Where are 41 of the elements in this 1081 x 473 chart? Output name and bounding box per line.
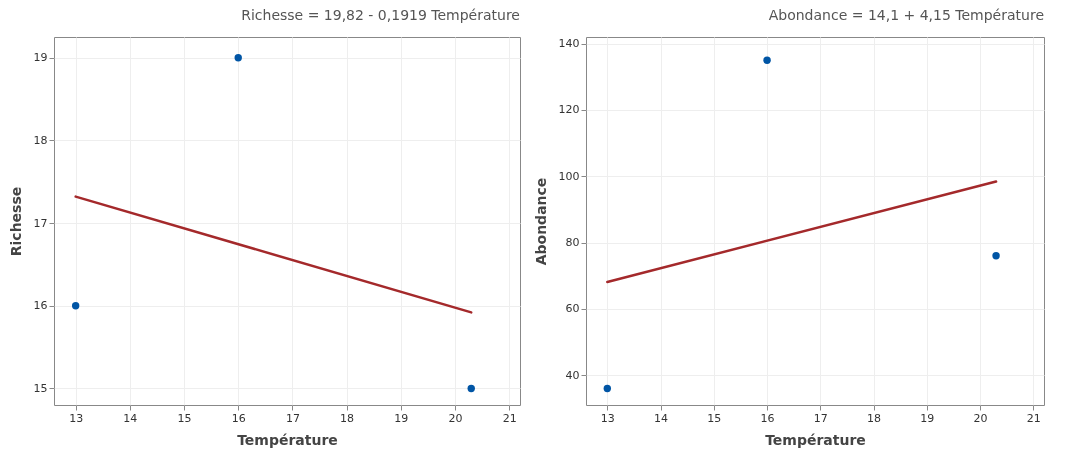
y-tick-label: 40 [565,368,580,382]
x-tick-label: 18 [340,411,355,425]
y-tick-label: 19 [33,51,48,65]
x-axis-title: Température [237,431,338,448]
point [603,384,612,393]
y-tick-label: 18 [33,133,48,147]
point [71,302,80,310]
y-tick-label: 15 [33,381,48,395]
x-tick-label: 20 [448,411,463,425]
point [763,56,771,64]
y-axis-title: Richesse [7,186,24,257]
x-tick-label: 20 [973,411,988,425]
x-tick-label: 17 [813,411,828,425]
x-tick-label: 19 [394,411,409,425]
point [992,252,1000,260]
x-tick-label: 13 [600,411,615,425]
y-tick-label: 120 [558,103,580,117]
x-tick-label: 16 [760,411,775,425]
y-tick-label: 60 [565,302,580,316]
y-tick-label: 140 [558,37,580,51]
y-tick-label: 17 [33,216,48,230]
chart-title: Richesse = 19,82 - 0,1919 Température [241,7,520,23]
x-axis-title: Température [765,431,866,448]
x-tick-label: 18 [867,411,882,425]
point [467,384,475,393]
y-tick-label: 100 [558,169,580,183]
x-tick-label: 17 [285,411,300,425]
x-tick-label: 14 [654,411,669,425]
x-tick-label: 14 [123,411,138,425]
point [234,53,242,62]
x-tick-label: 21 [1026,411,1041,425]
y-tick-label: 80 [565,236,580,250]
y-axis-title: Abondance [532,177,549,266]
x-tick-label: 13 [69,411,84,425]
x-tick-label: 16 [231,411,246,425]
x-tick-label: 19 [920,411,935,425]
x-tick-label: 15 [177,411,192,425]
y-tick-label: 16 [33,299,48,313]
x-tick-label: 15 [707,411,722,425]
x-tick-label: 21 [502,411,517,425]
chart-title: Abondance = 14,1 + 4,15 Température [768,7,1044,23]
